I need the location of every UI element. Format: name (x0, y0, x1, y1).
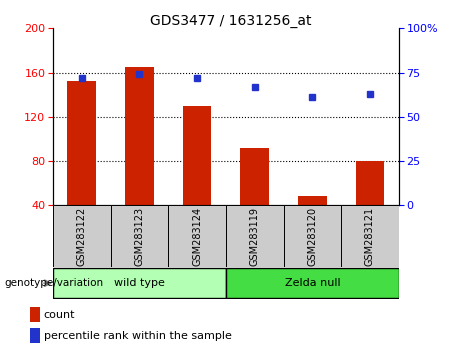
Text: GSM283123: GSM283123 (135, 207, 144, 266)
FancyBboxPatch shape (168, 205, 226, 267)
Text: GSM283122: GSM283122 (77, 207, 87, 267)
Text: GSM283124: GSM283124 (192, 207, 202, 266)
Text: GSM283119: GSM283119 (250, 207, 260, 266)
Bar (125, 67, 154, 205)
Bar (67, 81, 96, 205)
Bar (30, 328, 40, 343)
FancyBboxPatch shape (111, 205, 168, 267)
Bar (298, 196, 327, 205)
FancyBboxPatch shape (53, 268, 226, 298)
Text: genotype/variation: genotype/variation (5, 278, 104, 288)
Text: wild type: wild type (114, 278, 165, 288)
Bar (240, 148, 269, 205)
FancyBboxPatch shape (226, 268, 399, 298)
FancyBboxPatch shape (226, 205, 284, 267)
Bar (183, 106, 212, 205)
FancyBboxPatch shape (341, 205, 399, 267)
Bar (30, 307, 40, 322)
Text: GDS3477 / 1631256_at: GDS3477 / 1631256_at (150, 14, 311, 28)
Bar (355, 161, 384, 205)
Text: count: count (44, 309, 75, 320)
Text: GSM283121: GSM283121 (365, 207, 375, 266)
FancyBboxPatch shape (53, 205, 111, 267)
Text: Zelda null: Zelda null (284, 278, 340, 288)
Text: GSM283120: GSM283120 (307, 207, 317, 266)
Text: percentile rank within the sample: percentile rank within the sample (44, 331, 231, 341)
FancyBboxPatch shape (284, 205, 341, 267)
